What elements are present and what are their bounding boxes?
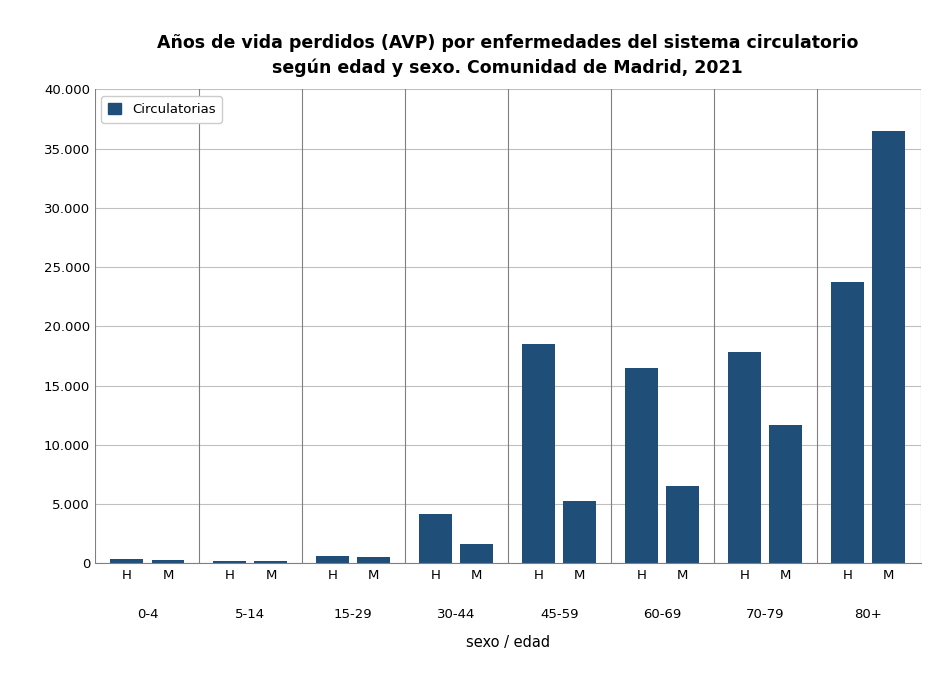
Text: 70-79: 70-79 xyxy=(746,608,784,621)
Bar xyxy=(625,368,658,563)
Text: 80+: 80+ xyxy=(854,608,882,621)
Bar xyxy=(728,352,761,563)
Bar xyxy=(358,557,390,563)
Text: 45-59: 45-59 xyxy=(540,608,579,621)
Bar xyxy=(564,501,596,563)
Bar xyxy=(316,556,349,563)
Text: 15-29: 15-29 xyxy=(334,608,373,621)
Title: Años de vida perdidos (AVP) por enfermedades del sistema circulatorio
según edad: Años de vida perdidos (AVP) por enfermed… xyxy=(157,34,859,77)
Text: 0-4: 0-4 xyxy=(137,608,158,621)
Bar xyxy=(214,561,246,563)
Text: 5-14: 5-14 xyxy=(235,608,266,621)
Bar xyxy=(419,514,452,563)
Legend: Circulatorias: Circulatorias xyxy=(102,96,222,122)
X-axis label: sexo / edad: sexo / edad xyxy=(466,635,549,650)
Text: 30-44: 30-44 xyxy=(437,608,475,621)
Bar xyxy=(666,486,699,563)
Bar xyxy=(522,344,555,563)
Bar xyxy=(254,561,288,563)
Bar xyxy=(872,131,905,563)
Text: 60-69: 60-69 xyxy=(643,608,681,621)
Bar xyxy=(152,560,184,563)
Bar xyxy=(831,282,864,563)
Bar xyxy=(110,559,143,563)
Bar xyxy=(770,425,802,563)
Bar xyxy=(460,544,493,563)
